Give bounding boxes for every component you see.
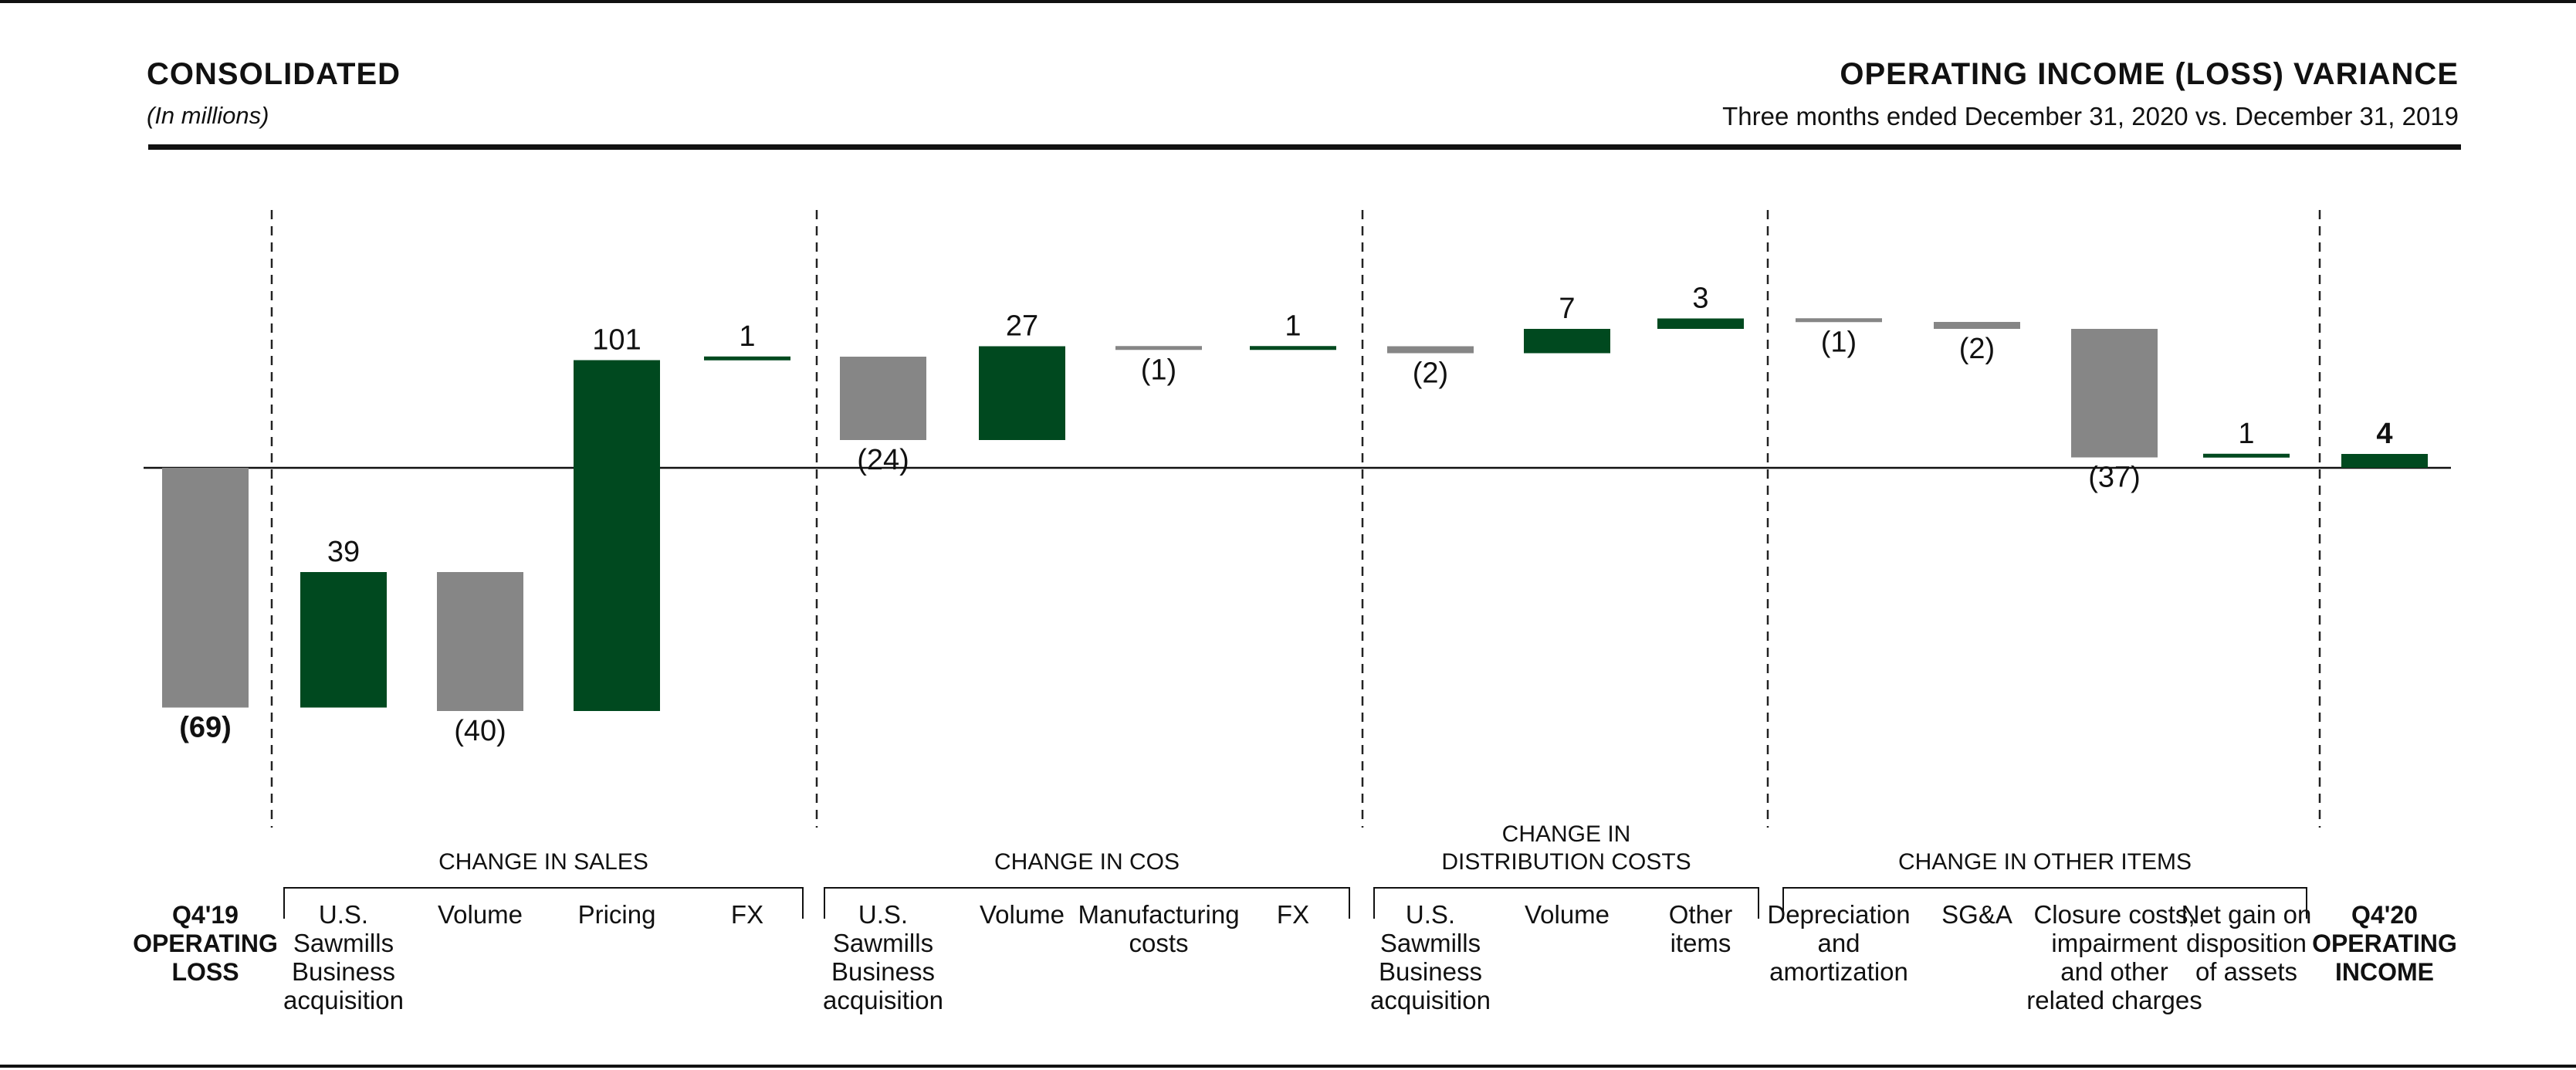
bar-increase	[2203, 453, 2290, 458]
category-label: Depreciation and amortization	[1767, 900, 1910, 986]
category-label: U.S. Sawmills Business acquisition	[283, 900, 404, 1014]
category-label: Volume	[980, 900, 1065, 929]
bar-decrease	[1387, 346, 1474, 354]
data-label: 3	[1692, 283, 1708, 315]
category-label-end: Q4'20 OPERATING INCOME	[2312, 901, 2457, 986]
category-label: FX	[731, 900, 763, 929]
chart-title-left: CONSOLIDATED	[147, 57, 401, 91]
data-label: 7	[1559, 293, 1575, 325]
bar-decrease	[437, 572, 523, 711]
data-label: (69)	[179, 712, 232, 744]
bar-increase	[1657, 318, 1744, 329]
bar-decrease	[1115, 346, 1202, 350]
category-label: Net gain on disposition of assets	[2182, 900, 2312, 986]
group-title: CHANGE IN DISTRIBUTION COSTS	[1441, 821, 1691, 875]
top-rule	[0, 0, 2576, 3]
bar-decrease	[2071, 329, 2158, 458]
category-label: FX	[1277, 900, 1309, 929]
header-rule	[148, 144, 2461, 150]
data-label: 101	[592, 324, 641, 357]
bar-increase	[300, 572, 387, 708]
bar-decrease	[1934, 322, 2020, 329]
bar-increase	[574, 360, 660, 711]
bar-increase	[1524, 329, 1610, 354]
data-label: (1)	[1141, 354, 1176, 386]
bar-increase	[704, 356, 790, 361]
period-subtitle: Three months ended December 31, 2020 vs.…	[1722, 102, 2459, 130]
bar-increase	[1250, 346, 1336, 350]
bar-decrease	[840, 357, 926, 440]
data-label: 39	[327, 536, 360, 568]
chart-title-right: OPERATING INCOME (LOSS) VARIANCE	[1840, 57, 2459, 91]
data-label: (40)	[454, 715, 506, 747]
data-label: (24)	[857, 444, 909, 476]
data-label: 4	[2376, 418, 2392, 450]
category-label: U.S. Sawmills Business acquisition	[1370, 900, 1491, 1014]
data-label: 1	[739, 320, 755, 353]
group-title: CHANGE IN SALES	[438, 849, 648, 875]
category-label: Other items	[1669, 900, 1733, 957]
group-bracket	[824, 887, 1350, 919]
bar-increase	[979, 346, 1065, 440]
group-title: CHANGE IN OTHER ITEMS	[1898, 849, 2192, 875]
category-label: Volume	[1525, 900, 1610, 929]
data-label: (1)	[1821, 326, 1857, 358]
group-title: CHANGE IN COS	[994, 849, 1180, 875]
category-label: Volume	[438, 900, 523, 929]
bar-start-total	[162, 468, 249, 708]
group-bracket	[1782, 887, 2307, 919]
bottom-rule	[0, 1065, 2576, 1068]
category-label: U.S. Sawmills Business acquisition	[823, 900, 943, 1014]
data-label: (2)	[1413, 357, 1448, 390]
category-label: Pricing	[578, 900, 656, 929]
data-label: 27	[1006, 310, 1038, 343]
group-bracket	[283, 887, 804, 919]
data-label: 1	[2238, 418, 2254, 450]
category-label: SG&A	[1941, 900, 2012, 929]
bar-decrease	[1796, 318, 1882, 323]
data-label: 1	[1285, 310, 1301, 342]
data-label: (37)	[2088, 462, 2141, 494]
category-label: Closure costs, impairment and other related…	[2026, 900, 2202, 1014]
category-label: Manufacturing costs	[1078, 900, 1239, 957]
bar-end-total	[2341, 454, 2428, 468]
data-label: (2)	[1959, 333, 1995, 365]
category-label-start: Q4'19 OPERATING LOSS	[133, 901, 278, 986]
units-subtitle: (In millions)	[147, 102, 269, 129]
group-bracket	[1373, 887, 1759, 919]
